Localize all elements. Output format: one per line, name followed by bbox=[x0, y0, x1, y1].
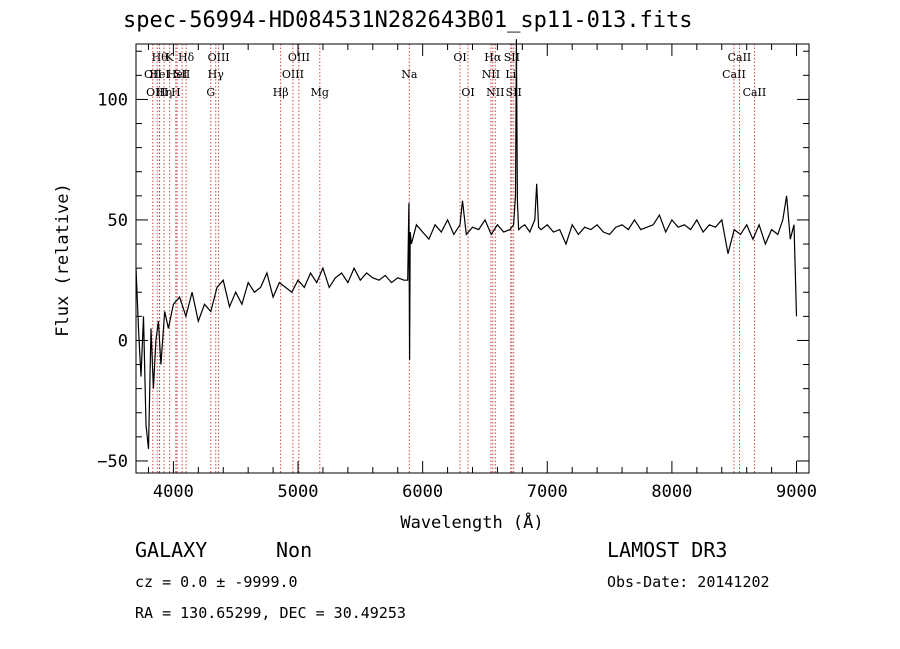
line-label-24: SII bbox=[504, 51, 520, 64]
line-label-26: CaII bbox=[722, 68, 746, 81]
line-label-8: SII bbox=[174, 68, 190, 81]
line-label-23: Li bbox=[505, 68, 516, 81]
cz-value: cz = 0.0 ± -9999.0 bbox=[135, 573, 298, 591]
x-tick-label-5: 9000 bbox=[776, 482, 817, 502]
y-tick-label-0: −50 bbox=[97, 452, 128, 472]
line-label-0: OII bbox=[144, 68, 162, 81]
line-label-17: Na bbox=[401, 68, 418, 81]
line-label-6: H bbox=[171, 86, 181, 99]
y-axis-label: Flux (relative) bbox=[53, 183, 73, 337]
line-label-10: G bbox=[206, 86, 215, 99]
line-label-11: Hγ bbox=[208, 68, 225, 81]
y-tick-label-1: 0 bbox=[118, 331, 128, 351]
line-label-9: Hδ bbox=[178, 51, 195, 64]
line-label-22: NII bbox=[486, 86, 504, 99]
x-tick-label-2: 6000 bbox=[402, 482, 443, 502]
chart-title: spec-56994-HD084531N282643B01_sp11-013.f… bbox=[123, 8, 693, 33]
class-label: GALAXY bbox=[135, 538, 208, 562]
line-label-25: SII bbox=[506, 86, 522, 99]
line-label-5: K bbox=[166, 51, 175, 64]
line-label-1: OIII bbox=[146, 86, 168, 99]
y-tick-label-3: 100 bbox=[97, 90, 128, 110]
line-label-28: CaII bbox=[743, 86, 767, 99]
line-label-2: Hθ bbox=[152, 51, 169, 64]
y-tick-label-2: 50 bbox=[108, 211, 128, 231]
line-label-16: Mg bbox=[311, 86, 329, 99]
line-label-15: OIII bbox=[288, 51, 310, 64]
spectrum-line bbox=[135, 39, 798, 449]
line-label-13: Hβ bbox=[273, 86, 289, 99]
x-tick-label-3: 7000 bbox=[527, 482, 568, 502]
subclass-label: Non bbox=[276, 538, 313, 562]
plot-frame bbox=[135, 43, 810, 474]
spectrum-plot bbox=[135, 39, 798, 449]
line-label-4: Hη bbox=[156, 86, 172, 99]
ra-dec: RA = 130.65299, DEC = 30.49253 bbox=[135, 604, 406, 622]
x-tick-label-4: 8000 bbox=[651, 482, 692, 502]
line-label-27: CaII bbox=[728, 51, 752, 64]
obs-date: Obs-Date: 20141202 bbox=[607, 573, 770, 591]
line-label-12: OIII bbox=[208, 51, 230, 64]
survey-label: LAMOST DR3 bbox=[607, 538, 728, 562]
line-label-18: OI bbox=[453, 51, 466, 64]
line-label-7: HeI bbox=[167, 68, 187, 81]
x-tick-label-1: 5000 bbox=[278, 482, 319, 502]
x-axis-label: Wavelength (Å) bbox=[400, 511, 543, 533]
line-label-14: OIII bbox=[282, 68, 304, 81]
line-label-20: NII bbox=[482, 68, 500, 81]
line-markers bbox=[152, 44, 755, 473]
line-annotations: OIIOIIIHθHeIHηKHHeISIIHδGHγOIIIHβOIIIOII… bbox=[144, 51, 766, 99]
line-label-19: OI bbox=[461, 86, 474, 99]
axis-ticks: 4000 5000 6000 7000 8000 9000 −50 0 50 100 bbox=[97, 44, 817, 502]
x-tick-label-0: 4000 bbox=[153, 482, 194, 502]
line-label-3: HeI bbox=[149, 68, 169, 81]
line-label-21: Hα bbox=[484, 51, 502, 64]
